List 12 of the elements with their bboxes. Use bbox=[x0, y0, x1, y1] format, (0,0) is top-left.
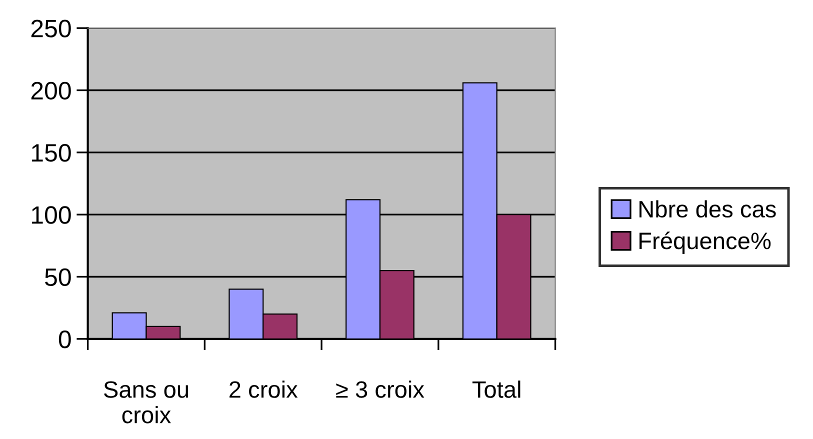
legend-label: Nbre des cas bbox=[640, 200, 776, 218]
x-tick-label: 2 croix bbox=[230, 380, 298, 398]
legend-label: Fréquence% bbox=[640, 232, 771, 254]
y-tick-label: 0 bbox=[58, 330, 71, 348]
x-tick-label: Total bbox=[472, 380, 520, 398]
y-tick-label: 50 bbox=[45, 268, 71, 286]
y-tick-label: 100 bbox=[32, 206, 71, 224]
x-tick-label: ≥ 3 croix bbox=[336, 380, 424, 398]
y-tick-label: 150 bbox=[32, 144, 71, 162]
x-tick-label: Sans ou croix bbox=[104, 381, 188, 424]
y-tick-label: 200 bbox=[31, 82, 71, 100]
y-tick-label: 250 bbox=[31, 20, 71, 38]
